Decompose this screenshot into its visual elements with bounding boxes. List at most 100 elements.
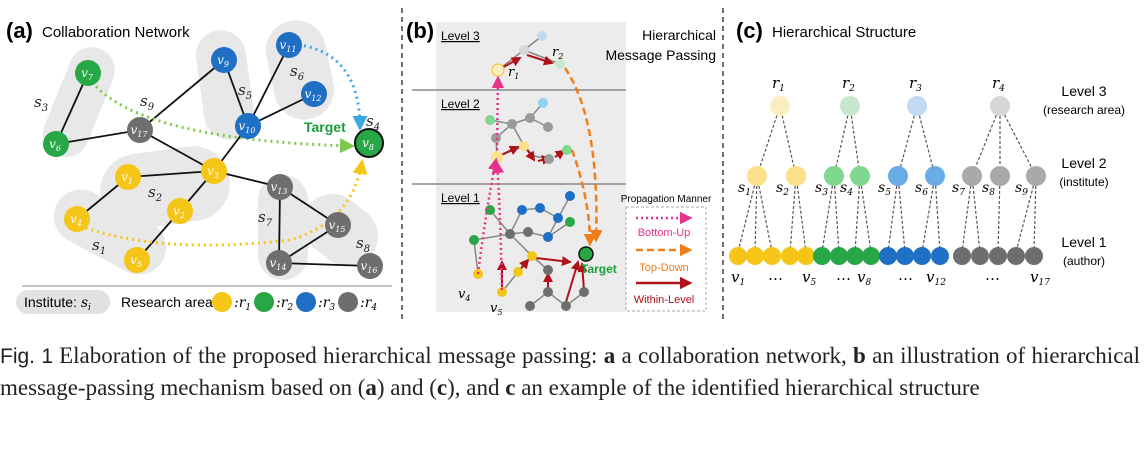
node-v5: v5: [124, 247, 150, 273]
node-v16: v16: [357, 253, 383, 279]
label-s6: s6: [290, 62, 305, 83]
node-v9: v9: [211, 47, 237, 73]
caption-a: a: [603, 343, 616, 368]
node-v13: v13: [267, 174, 293, 200]
node-v10: v10: [235, 113, 261, 139]
level3-graph: r1 r2: [491, 31, 565, 81]
node-v12: v12: [301, 81, 327, 107]
v5-label-b: v5: [490, 301, 502, 317]
s9-label-c: s9: [1015, 180, 1028, 198]
s8-label-c: s8: [982, 180, 995, 198]
svg-text::r4: :r4: [360, 295, 377, 313]
label-s5: s5: [238, 81, 252, 102]
caption-text-4: ) and (: [376, 375, 437, 400]
label-s7: s7: [258, 208, 273, 229]
r2-label-b: r2: [552, 45, 563, 61]
s-labels: s1 s2 s3 s4 s5 s6 s7 s8 s9: [738, 180, 1028, 198]
level-1-sub-c: (author): [1063, 254, 1105, 268]
node-v8-target: v8: [354, 128, 384, 158]
node-v11: v11: [276, 32, 302, 58]
level-3-label-b: Level 3: [441, 29, 480, 43]
s5-label-c: s5: [878, 180, 891, 198]
bottom-up-arrow-1: [476, 157, 501, 275]
level1-nodes: [729, 247, 1043, 265]
svg-text:v11: v11: [280, 38, 297, 54]
bottom-up-arrow-2: [491, 160, 505, 291]
svg-text:v15: v15: [329, 218, 346, 234]
panel-c: (c) Hierarchical Structure: [729, 18, 1125, 288]
svg-text::r2: :r2: [276, 295, 293, 313]
level1-graph: Target v4 v5: [458, 191, 617, 317]
s3-label-c: s3: [815, 180, 828, 198]
level2-graph: [485, 98, 572, 165]
panel-a: (a) Collaboration Network: [6, 18, 392, 314]
svg-text:v1: v1: [121, 170, 133, 186]
level-1-label-b: Level 1: [441, 191, 480, 205]
v-labels: v1 … v5 … v8 … v12 … v17: [731, 266, 1050, 288]
v5-label-c: v5: [802, 268, 816, 288]
node-v6: v6: [43, 131, 69, 157]
r1-label-b: r1: [508, 65, 519, 81]
r4-label-c: r4: [992, 74, 1005, 94]
node-v4: v4: [64, 206, 90, 232]
label-s8: s8: [356, 234, 370, 255]
label-s9: s9: [140, 92, 155, 113]
level-3-label-c: Level 3: [1061, 83, 1106, 99]
svg-text:v9: v9: [217, 53, 229, 69]
node-v15: v15: [325, 212, 351, 238]
panel-c-label: (c): [736, 18, 763, 43]
level-2-label-c: Level 2: [1061, 155, 1106, 171]
level-3-sub-c: (research area): [1043, 103, 1125, 117]
dots-3: …: [898, 266, 913, 284]
legend-institute-label: Institute: si: [24, 294, 91, 313]
level-1-label-c: Level 1: [1061, 234, 1106, 250]
node-v3: v3: [201, 158, 227, 184]
svg-text:v7: v7: [81, 66, 94, 82]
dots-2: …: [836, 266, 851, 284]
svg-text:v8: v8: [362, 136, 374, 152]
svg-text:v10: v10: [239, 119, 256, 135]
panel-b-title-2: Message Passing: [605, 47, 716, 63]
caption-c: c: [505, 375, 516, 400]
caption-text-1: Elaboration of the proposed hierarchical…: [59, 343, 604, 368]
node-v14: v14: [266, 250, 292, 276]
v4-label-b: v4: [458, 287, 470, 303]
level2-nodes: [747, 166, 1046, 186]
svg-text:v17: v17: [131, 123, 149, 139]
svg-text::r1: :r1: [234, 295, 251, 313]
panel-c-title: Hierarchical Structure: [772, 24, 916, 41]
r-labels: r1 r2 r3 r4: [772, 74, 1005, 94]
v12-label-c: v12: [926, 268, 946, 288]
caption-b: b: [853, 343, 866, 368]
svg-text:v6: v6: [49, 137, 61, 153]
caption-text-6: an example of the identified hierarchica…: [515, 375, 980, 400]
target-label-a: Target: [304, 119, 346, 135]
r2-label-c: r2: [842, 74, 855, 94]
caption-text-2: a collaboration network,: [615, 343, 854, 368]
institute-labels: s3 s9 s5 s6 s4 s2 s1 s7 s8: [34, 62, 380, 257]
tree-edges: [737, 105, 1037, 253]
legend-research-area: Research area: [121, 294, 213, 310]
target-label-b: Target: [581, 262, 617, 276]
legend-areas: :r1 :r2 :r3 :r4: [212, 292, 377, 313]
propagation-legend: Propagation Manner Bottom-Up Top-Down Wi…: [621, 194, 712, 312]
r3-label-c: r3: [909, 74, 922, 94]
s6-label-c: s6: [915, 180, 928, 198]
svg-text:v16: v16: [361, 259, 378, 275]
s2-label-c: s2: [776, 180, 789, 198]
svg-text:v3: v3: [207, 164, 219, 180]
institute-regions: [42, 20, 378, 280]
r1-label-c: r1: [772, 74, 785, 94]
level-2-sub-c: (institute): [1059, 175, 1108, 189]
level-2-label-b: Level 2: [441, 97, 480, 111]
node-v17: v17: [127, 117, 153, 143]
svg-text::r3: :r3: [318, 295, 335, 313]
label-s2: s2: [148, 183, 162, 204]
s7-label-c: s7: [952, 180, 965, 198]
v1-label-c: v1: [731, 268, 745, 288]
svg-text:v2: v2: [173, 204, 185, 220]
caption-c2: c: [436, 375, 448, 400]
s1-label-c: s1: [738, 180, 751, 198]
legend-bottom-up-label: Bottom-Up: [638, 227, 691, 239]
institute-s5-region: [195, 30, 255, 140]
